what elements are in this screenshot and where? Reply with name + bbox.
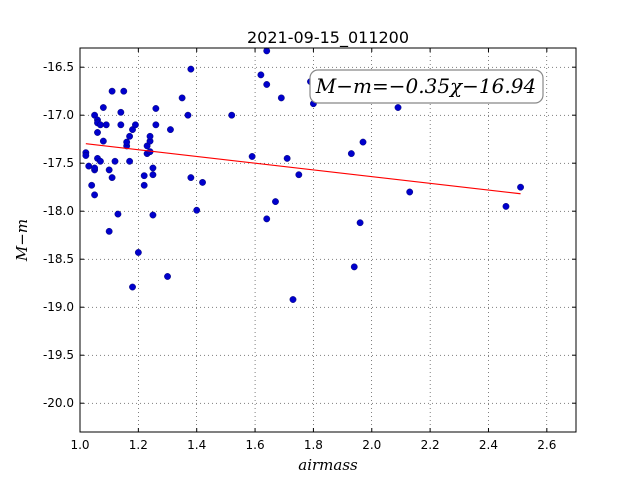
- data-point: [88, 181, 96, 189]
- equation-box: M−m=−0.35χ−16.94: [309, 69, 544, 104]
- data-point: [149, 171, 157, 179]
- y-tick-label: -18.0: [43, 204, 74, 218]
- data-point: [129, 283, 136, 291]
- data-point: [517, 183, 524, 191]
- data-point: [123, 138, 131, 146]
- data-point: [105, 166, 113, 174]
- data-point: [97, 157, 104, 165]
- fit-line: [85, 143, 521, 195]
- fit-equation: M−m=−0.35χ−16.94: [315, 74, 536, 98]
- data-point: [193, 206, 201, 214]
- data-point: [108, 174, 116, 182]
- x-tick-label: 2.4: [479, 438, 498, 452]
- data-point: [406, 188, 414, 196]
- data-point: [187, 65, 195, 73]
- data-point: [350, 263, 358, 271]
- data-point: [117, 108, 125, 116]
- data-point: [99, 137, 107, 145]
- equation-box-frame: [309, 69, 544, 104]
- data-point: [91, 191, 98, 199]
- plot-frame: [79, 47, 577, 433]
- y-axis-label: M−m: [13, 219, 31, 262]
- data-point: [263, 47, 271, 55]
- x-axis: 1.0 1.2 1.4 1.6 1.8 2.0 2.2 2.4 2.6: [70, 48, 556, 452]
- data-point: [152, 105, 160, 112]
- data-point: [82, 152, 90, 159]
- y-tick-label: -18.5: [43, 252, 74, 266]
- x-tick-label: 2.2: [421, 438, 440, 452]
- x-axis-label: airmass: [298, 456, 358, 474]
- data-point: [394, 104, 402, 111]
- data-point: [199, 178, 206, 186]
- y-tick-label: -17.5: [43, 156, 74, 170]
- x-tick-label: 2.6: [537, 438, 556, 452]
- data-point: [97, 121, 104, 129]
- x-tick-label: 1.6: [246, 438, 265, 452]
- x-tick-label: 1.2: [129, 438, 148, 452]
- y-axis: -16.5 -17.0 -17.5 -18.0 -18.5 -19.0 -19.5 -20.0: [43, 60, 576, 410]
- data-point: [146, 132, 154, 140]
- data-point: [257, 71, 265, 79]
- data-point: [117, 121, 125, 129]
- y-tick-label: -20.0: [43, 396, 74, 410]
- data-point: [126, 157, 134, 165]
- data-point: [111, 157, 119, 165]
- data-point: [164, 273, 171, 280]
- data-point: [120, 87, 128, 95]
- data-point: [228, 111, 236, 119]
- data-point: [140, 181, 148, 189]
- chart-title: 2021-09-15_011200: [247, 28, 409, 48]
- data-point: [187, 174, 195, 182]
- data-point: [91, 164, 98, 172]
- data-point: [108, 87, 116, 95]
- y-tick-label: -19.0: [43, 300, 74, 314]
- data-point: [149, 211, 157, 219]
- x-tick-label: 1.0: [70, 438, 89, 452]
- x-tick-label: 2.0: [362, 438, 381, 452]
- data-point: [132, 121, 139, 129]
- data-point: [126, 132, 134, 140]
- y-tick-label: -19.5: [43, 348, 74, 362]
- data-point: [295, 171, 303, 179]
- plot-area: [82, 47, 524, 303]
- x-tick-label: 1.8: [304, 438, 323, 452]
- data-point: [105, 227, 113, 235]
- data-point: [263, 81, 271, 88]
- data-point: [178, 94, 186, 102]
- data-point: [114, 210, 122, 218]
- data-point: [102, 121, 110, 129]
- grid-lines: [79, 48, 576, 432]
- data-point: [283, 154, 291, 162]
- data-point: [184, 111, 192, 119]
- data-point: [347, 150, 355, 158]
- data-point: [149, 164, 157, 172]
- data-point: [167, 126, 174, 134]
- data-point: [277, 94, 285, 102]
- data-point: [94, 129, 101, 136]
- data-point: [248, 153, 256, 160]
- data-point: [356, 219, 364, 227]
- data-point: [152, 121, 160, 129]
- data-point: [502, 202, 510, 210]
- x-tick-label: 1.4: [187, 438, 206, 452]
- y-tick-label: -16.5: [43, 60, 74, 74]
- data-point: [289, 296, 297, 303]
- y-tick-label: -17.0: [43, 108, 74, 122]
- data-point: [134, 249, 142, 256]
- data-point: [263, 215, 271, 223]
- data-point: [85, 162, 93, 170]
- data-point: [272, 198, 279, 206]
- data-point: [140, 172, 148, 180]
- data-point: [99, 104, 107, 111]
- data-point: [359, 138, 367, 146]
